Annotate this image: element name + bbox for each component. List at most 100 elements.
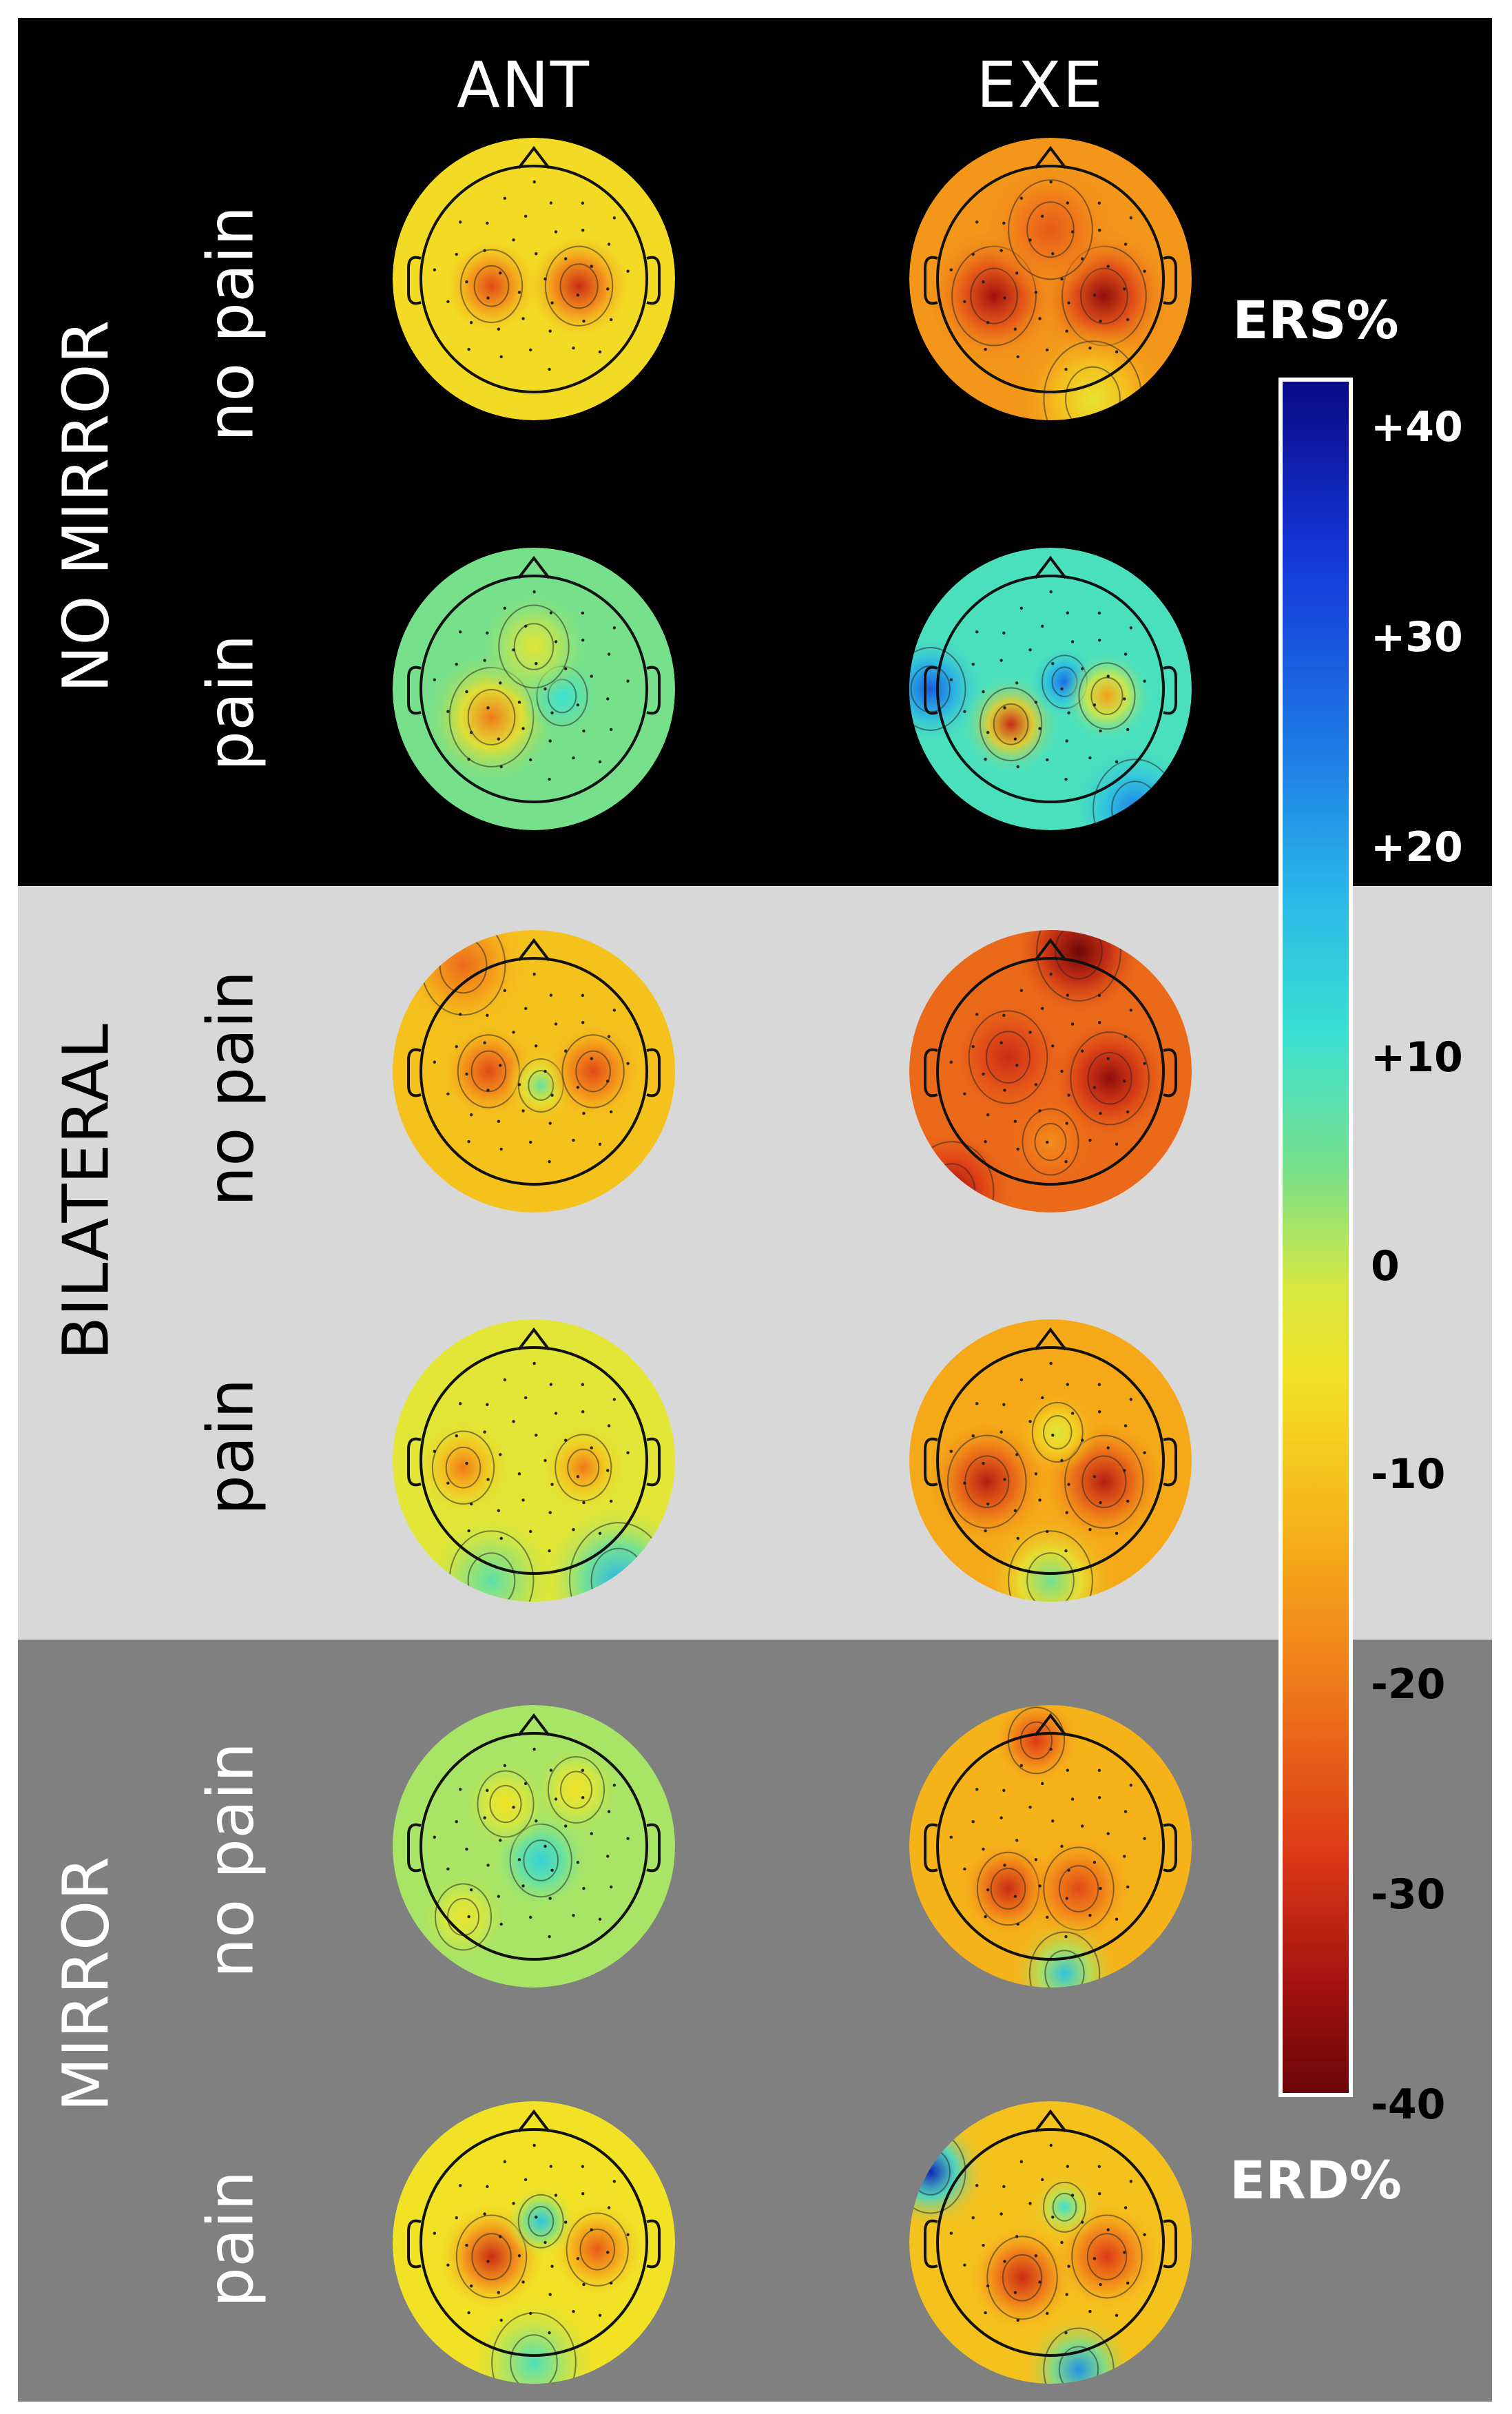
electrode-dot: [1016, 2318, 1019, 2322]
electrode-dot: [610, 2281, 613, 2285]
electrode-dot: [1092, 293, 1097, 297]
electrode-dot: [486, 1089, 490, 1092]
topomap-contour: [467, 1552, 516, 1602]
electrode-dot: [554, 2194, 558, 2197]
topomap-activation-blob: [460, 1758, 551, 1850]
electrode-dot: [486, 1788, 489, 1793]
electrode-dot: [1060, 1069, 1064, 1073]
electrode-dot: [433, 1060, 437, 1064]
electrode-dot: [949, 678, 953, 681]
electrode-dot: [1064, 2331, 1068, 2335]
electrode-dot: [1088, 2310, 1092, 2313]
topomap-contour: [1064, 1434, 1144, 1529]
electrode-dot: [626, 679, 630, 683]
right-ear-outline: [1163, 666, 1177, 715]
electrode-dot: [1067, 2265, 1070, 2268]
electrode-dot: [1038, 727, 1042, 730]
electrode-dot: [535, 1434, 538, 1437]
electrode-dot: [548, 1511, 552, 1514]
topomap-activation-blob: [982, 1512, 1119, 1602]
electrode-dot: [1115, 1531, 1119, 1536]
electrode-dot: [1003, 2260, 1006, 2263]
electrode-dot: [483, 1041, 486, 1044]
electrode-dot: [563, 1438, 568, 1442]
topomap-activation-blob: [909, 2115, 987, 2229]
nose-outline: [1034, 145, 1067, 169]
electrode-dot: [1106, 1057, 1110, 1060]
electrode-dot: [581, 2165, 585, 2169]
electrode-dot: [1115, 350, 1119, 354]
electrode-dot: [607, 1424, 611, 1427]
topomap-contour: [1086, 2233, 1128, 2280]
electrode-dot: [543, 2240, 547, 2245]
electrode-dot: [548, 2293, 552, 2296]
electrode-dot: [1070, 640, 1075, 643]
topomap-activation-blob: [1022, 1832, 1135, 1946]
electrode-dot: [532, 2143, 536, 2147]
left-ear-outline: [407, 256, 422, 305]
electrode-dot: [497, 2291, 501, 2294]
electrode-dot: [1015, 1064, 1019, 1067]
electrode-dot: [503, 989, 507, 992]
electrode-dot: [548, 2331, 551, 2335]
electrode-dot: [524, 1396, 528, 1400]
electrode-dot: [1106, 1446, 1110, 1450]
topomap-mirror-pain-ant: [393, 2101, 675, 2384]
electrode-dot: [550, 2265, 554, 2268]
electrode-dot: [590, 1057, 593, 1060]
electrode-dot: [512, 1420, 515, 1423]
electrode-dot: [971, 662, 975, 666]
electrode-dot: [543, 1458, 547, 1463]
electrode-dot: [532, 590, 536, 594]
electrode-dot: [982, 280, 985, 284]
topomap-contour: [1028, 1931, 1101, 1988]
electrode-dot: [984, 757, 987, 761]
electrode-dot: [503, 1764, 507, 1767]
electrode-dot: [1123, 1469, 1126, 1472]
electrode-dot: [549, 611, 553, 615]
electrode-dot: [1092, 2257, 1097, 2260]
electrode-dot: [1129, 626, 1133, 630]
electrode-dot: [982, 1847, 985, 1851]
electrode-dot: [1067, 711, 1070, 714]
topomap-bilateral-pain-exe: [909, 1319, 1192, 1602]
nose-outline: [517, 938, 550, 962]
electrode-dot: [1013, 2291, 1017, 2294]
electrode-dot: [486, 1478, 490, 1481]
topomap-contour: [491, 2312, 577, 2384]
electrode-dot: [517, 1858, 521, 1861]
electrode-dot: [610, 728, 613, 732]
electrode-dot: [582, 319, 586, 323]
topomap-contour: [559, 1771, 593, 1809]
electrode-dot: [1013, 1895, 1017, 1898]
colorbar-tick: -10: [1371, 1450, 1446, 1498]
electrode-dot: [1040, 1007, 1044, 1011]
electrode-dot: [1040, 624, 1044, 628]
topomap-bilateral-pain-ant: [393, 1319, 675, 1602]
electrode-dot: [984, 1529, 987, 1533]
electrode-dot: [971, 1819, 975, 1824]
topomap-activation-blob: [424, 1512, 559, 1602]
electrode-dot: [532, 1747, 536, 1751]
electrode-dot: [1051, 252, 1055, 256]
colorbar-tick: +30: [1371, 613, 1463, 661]
topomap-activation-blob: [538, 1422, 629, 1513]
topomap-contour: [1002, 2253, 1043, 2302]
topomap-activation-blob: [539, 1501, 675, 1602]
electrode-dot: [1115, 2313, 1119, 2318]
electrode-dot: [503, 606, 507, 610]
electrode-dot: [1143, 679, 1146, 683]
electrode-dot: [1080, 667, 1084, 670]
topomap-contour: [985, 1031, 1031, 1084]
right-ear-outline: [1163, 1048, 1177, 1097]
electrode-dot: [1123, 652, 1128, 656]
electrode-dot: [975, 220, 979, 224]
electrode-dot: [1015, 1839, 1019, 1842]
electrode-dot: [975, 1402, 979, 1405]
electrode-dot: [1000, 659, 1003, 662]
electrode-dot: [1065, 2293, 1068, 2296]
nose-outline: [1034, 1713, 1067, 1737]
electrode-dot: [1034, 701, 1038, 704]
electrode-dot: [521, 1884, 525, 1888]
electrode-dot: [549, 993, 553, 997]
